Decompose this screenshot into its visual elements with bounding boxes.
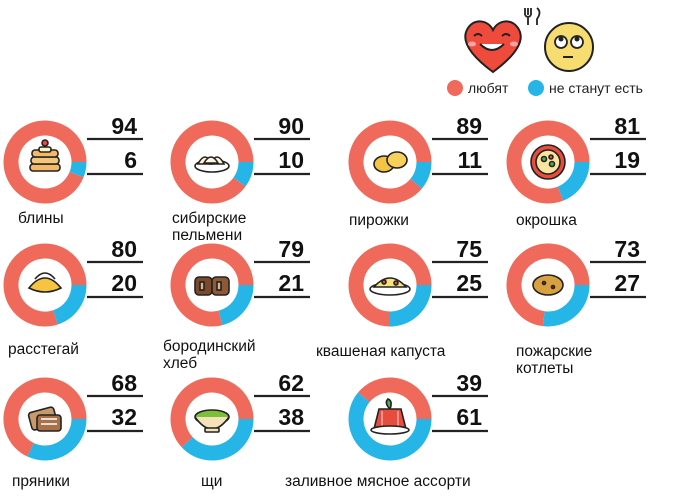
item-label: щи [201,473,223,490]
value-wont-eat: 27 [614,270,640,296]
legend: любят не станут есть [0,0,676,110]
slice-loves [506,243,590,327]
slice-loves [3,377,87,457]
item-label: пряники [12,473,70,490]
fork-knife-icon [524,7,541,25]
value-loves: 90 [278,113,304,139]
legend-dot-loves [447,80,463,96]
soup-bowl-icon [530,144,566,180]
legend-label-wont-eat: не станут есть [549,80,643,96]
value-wont-eat: 10 [278,147,304,173]
slice-wont-eat [27,418,87,461]
value-loves: 68 [111,370,137,396]
value-wont-eat: 6 [124,147,137,173]
value-wont-eat: 21 [278,270,304,296]
legend-dot-wont-eat [528,80,544,96]
rasstegai-icon [27,272,63,293]
slice-wont-eat [69,161,87,178]
item-label: блины [18,210,64,227]
value-loves: 75 [456,236,482,262]
value-wont-eat: 25 [456,270,482,296]
value-loves: 79 [278,236,304,262]
legend-label-loves: любят [468,80,509,96]
item-label: пожарские котлеты [516,343,593,377]
item-label: квашеная капуста [316,343,446,360]
slice-loves [3,120,87,204]
pies-icon [373,151,408,173]
cutlet-icon [532,274,564,296]
item-label: сибирские пельмени [172,210,247,244]
slice-wont-eat [218,284,254,326]
slice-wont-eat [52,284,87,325]
value-wont-eat: 61 [456,404,482,430]
legend-item-loves: любят [447,78,508,98]
slice-loves [506,120,590,204]
value-loves: 73 [614,236,640,262]
value-wont-eat: 32 [111,404,137,430]
value-wont-eat: 11 [458,147,483,173]
slice-loves [348,243,432,327]
slice-wont-eat [542,284,590,327]
value-loves: 94 [111,113,137,139]
item-label: окрошка [516,212,577,229]
slice-loves [348,120,432,204]
value-loves: 39 [456,370,482,396]
value-wont-eat: 20 [111,270,137,296]
slice-wont-eat [557,161,590,201]
value-loves: 89 [456,113,482,139]
value-loves: 62 [278,370,304,396]
item-label: расстегай [8,341,79,358]
slice-wont-eat [410,161,432,189]
slice-wont-eat [233,161,254,187]
pancakes-icon [29,139,61,172]
gingerbread-icon [27,406,62,432]
value-wont-eat: 19 [614,147,640,173]
legend-icons [464,7,594,74]
value-wont-eat: 38 [278,404,304,430]
item-label: заливное мясное ассорти [285,473,471,490]
slice-loves [170,377,254,448]
bread-icon [194,276,230,296]
slice-loves [170,243,254,327]
rolling-eyes-face-icon [544,22,594,72]
value-loves: 80 [111,236,137,262]
legend-item-wont-eat: не станут есть [528,78,643,98]
donut-item: 946 [3,113,143,204]
slice-wont-eat [389,284,432,327]
sauerkraut-icon [369,277,411,296]
aspic-icon [370,398,410,435]
value-loves: 81 [614,113,640,139]
slice-loves [358,377,432,420]
item-label: бородинский хлеб [163,338,256,372]
item-label: пирожки [349,212,409,229]
slice-loves [3,243,87,327]
dumplings-icon [194,156,230,173]
shchi-bowl-icon [194,409,230,433]
slice-wont-eat [348,392,432,461]
slice-loves [170,120,254,204]
heart-face-icon [464,20,522,74]
slice-wont-eat [181,418,254,461]
